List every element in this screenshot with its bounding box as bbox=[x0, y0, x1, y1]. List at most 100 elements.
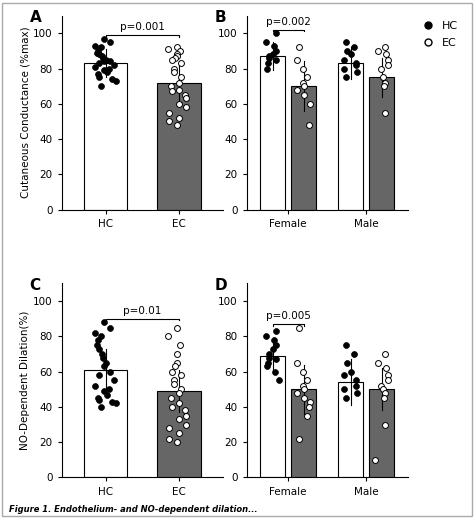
Point bbox=[173, 359, 181, 367]
Point bbox=[293, 86, 301, 94]
Point bbox=[265, 52, 273, 60]
Point bbox=[103, 68, 110, 76]
Point bbox=[352, 59, 360, 67]
Point bbox=[95, 50, 102, 59]
Point bbox=[95, 345, 102, 353]
Point bbox=[164, 45, 172, 53]
Point bbox=[293, 359, 301, 367]
Point bbox=[100, 54, 107, 62]
Point bbox=[168, 56, 176, 64]
Point bbox=[264, 64, 271, 73]
Point bbox=[384, 376, 392, 385]
Point bbox=[340, 64, 348, 73]
Point bbox=[384, 371, 392, 379]
Point bbox=[181, 91, 189, 99]
Point bbox=[175, 114, 182, 122]
Point bbox=[299, 381, 307, 390]
Point bbox=[300, 367, 307, 376]
Point bbox=[168, 403, 175, 411]
Point bbox=[303, 376, 310, 385]
Point bbox=[182, 420, 190, 429]
Point bbox=[95, 59, 103, 67]
Point bbox=[305, 403, 312, 411]
Point bbox=[374, 359, 382, 367]
Point bbox=[372, 456, 379, 464]
Point bbox=[342, 341, 350, 349]
Point bbox=[347, 367, 355, 376]
Point bbox=[300, 385, 308, 393]
Bar bbox=[83, 63, 128, 210]
Bar bbox=[338, 382, 363, 477]
Point bbox=[352, 376, 360, 385]
Point bbox=[173, 323, 181, 332]
Text: p=0.005: p=0.005 bbox=[266, 311, 310, 321]
Point bbox=[175, 389, 183, 397]
Point bbox=[352, 381, 360, 390]
Point bbox=[98, 350, 106, 358]
Point bbox=[165, 117, 173, 126]
Point bbox=[293, 389, 301, 397]
Point bbox=[382, 364, 390, 372]
Point bbox=[165, 424, 173, 432]
Point bbox=[380, 394, 387, 402]
Point bbox=[353, 68, 361, 76]
Point bbox=[94, 70, 101, 78]
Legend: HC, EC: HC, EC bbox=[417, 21, 458, 48]
Bar bbox=[338, 63, 363, 210]
Bar bbox=[369, 77, 394, 210]
Point bbox=[353, 389, 361, 397]
Point bbox=[271, 42, 278, 50]
Point bbox=[300, 82, 308, 90]
Point bbox=[384, 61, 392, 69]
Bar bbox=[292, 86, 316, 210]
Bar bbox=[260, 56, 285, 210]
Text: C: C bbox=[29, 278, 41, 293]
Point bbox=[382, 50, 390, 59]
Point bbox=[381, 420, 389, 429]
Point bbox=[165, 108, 173, 117]
Point bbox=[342, 38, 350, 46]
Point bbox=[171, 54, 179, 62]
Point bbox=[175, 399, 183, 407]
Point bbox=[269, 345, 276, 353]
Point bbox=[263, 332, 270, 340]
Point bbox=[109, 398, 116, 406]
Point bbox=[175, 100, 182, 108]
Point bbox=[175, 78, 183, 87]
Point bbox=[340, 56, 348, 64]
Point bbox=[300, 64, 307, 73]
Point bbox=[95, 395, 103, 404]
Point bbox=[273, 56, 280, 64]
Point bbox=[264, 359, 272, 367]
Point bbox=[340, 385, 348, 393]
Point bbox=[182, 94, 190, 103]
Bar bbox=[369, 389, 394, 477]
Point bbox=[97, 43, 105, 51]
Text: B: B bbox=[215, 10, 226, 25]
Point bbox=[306, 398, 314, 406]
Point bbox=[272, 367, 279, 376]
Point bbox=[165, 434, 173, 443]
Point bbox=[110, 376, 118, 385]
Point bbox=[175, 86, 183, 94]
Point bbox=[100, 353, 107, 362]
Point bbox=[171, 64, 178, 73]
Point bbox=[181, 406, 189, 415]
Point bbox=[382, 389, 389, 397]
Point bbox=[106, 57, 113, 65]
Point bbox=[171, 362, 179, 371]
Point bbox=[110, 61, 118, 69]
Point bbox=[340, 371, 348, 379]
Point bbox=[177, 371, 185, 379]
Point bbox=[303, 73, 310, 81]
Point bbox=[109, 75, 116, 83]
Point bbox=[182, 103, 190, 112]
Point bbox=[103, 390, 110, 399]
Point bbox=[350, 350, 357, 358]
Point bbox=[171, 376, 178, 385]
Bar bbox=[157, 391, 201, 477]
Point bbox=[263, 38, 270, 46]
Point bbox=[95, 73, 103, 81]
Point bbox=[93, 48, 100, 57]
Point bbox=[100, 362, 108, 371]
